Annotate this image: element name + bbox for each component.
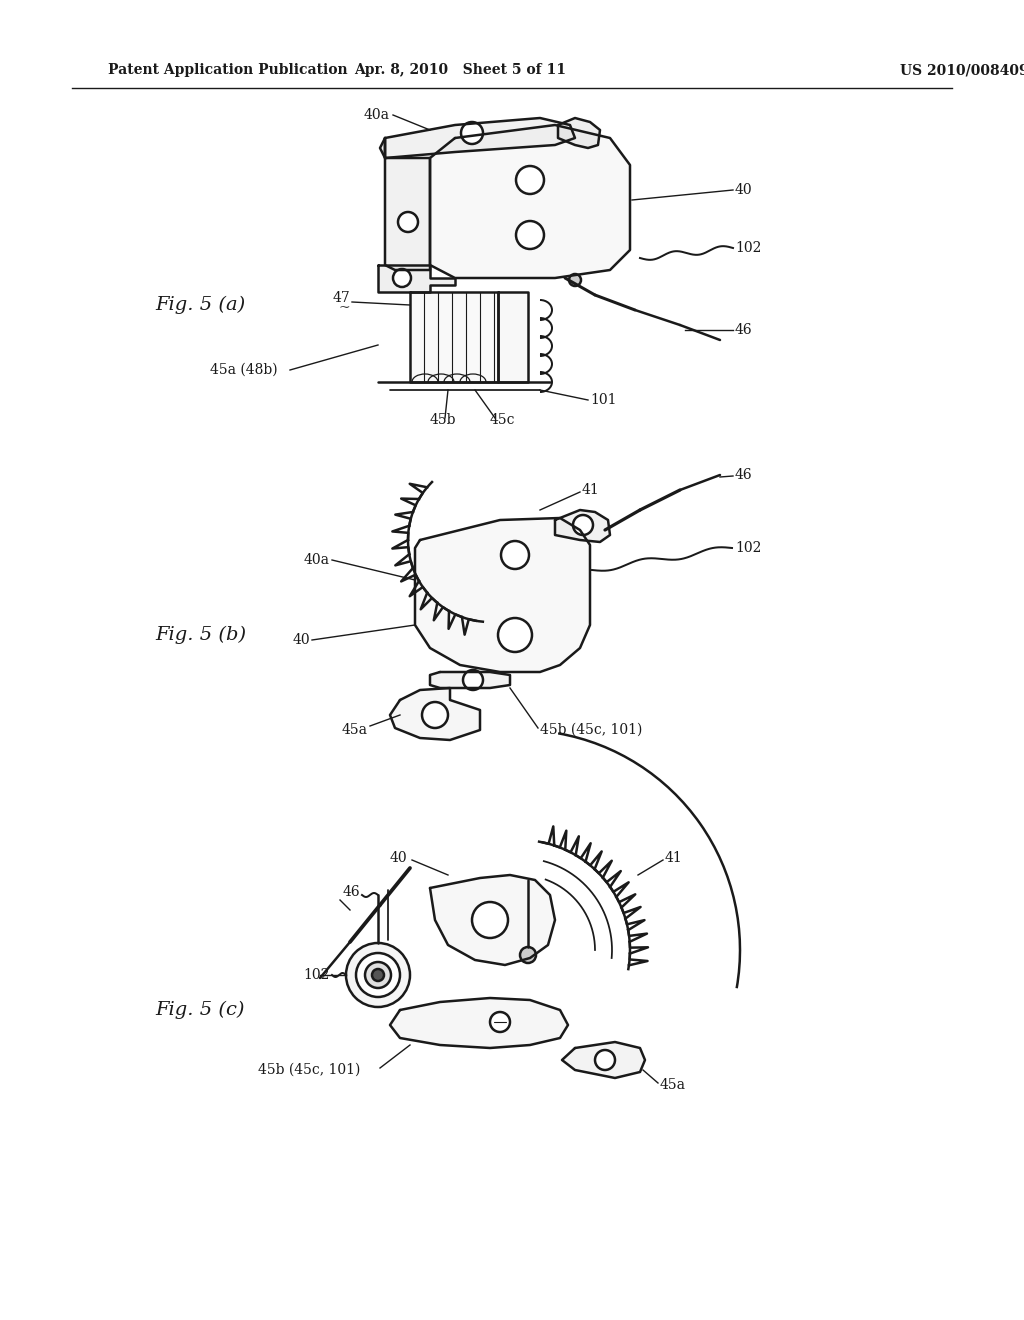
Circle shape (516, 166, 544, 194)
Text: 101: 101 (590, 393, 616, 407)
Circle shape (398, 213, 418, 232)
Polygon shape (385, 139, 430, 271)
Text: 41: 41 (582, 483, 600, 498)
Polygon shape (430, 672, 510, 688)
Circle shape (365, 962, 391, 987)
Text: US 2010/0084095 A1: US 2010/0084095 A1 (900, 63, 1024, 77)
Polygon shape (380, 117, 575, 158)
Polygon shape (410, 292, 498, 381)
Circle shape (463, 671, 483, 690)
Polygon shape (378, 265, 455, 292)
Polygon shape (498, 292, 528, 381)
Circle shape (569, 275, 581, 286)
Text: 40: 40 (293, 634, 310, 647)
Text: 45b (45c, 101): 45b (45c, 101) (258, 1063, 360, 1077)
Polygon shape (390, 688, 480, 741)
Circle shape (393, 269, 411, 286)
Text: Patent Application Publication: Patent Application Publication (108, 63, 347, 77)
Polygon shape (390, 998, 568, 1048)
Text: 102: 102 (304, 968, 330, 982)
Text: 45b (45c, 101): 45b (45c, 101) (540, 723, 642, 737)
Text: 46: 46 (735, 323, 753, 337)
Polygon shape (562, 1041, 645, 1078)
Text: 40a: 40a (364, 108, 390, 121)
Circle shape (372, 969, 384, 981)
Polygon shape (430, 875, 555, 965)
Text: 45c: 45c (490, 413, 515, 426)
Text: Apr. 8, 2010   Sheet 5 of 11: Apr. 8, 2010 Sheet 5 of 11 (354, 63, 566, 77)
Polygon shape (415, 517, 590, 672)
Circle shape (346, 942, 410, 1007)
Text: 41: 41 (665, 851, 683, 865)
Circle shape (422, 702, 449, 729)
Circle shape (595, 1049, 615, 1071)
Text: 45b: 45b (430, 413, 457, 426)
Text: 102: 102 (735, 541, 762, 554)
Polygon shape (555, 510, 610, 543)
Text: 45a (48b): 45a (48b) (210, 363, 278, 378)
Text: 40: 40 (390, 851, 408, 865)
Text: 102: 102 (735, 242, 762, 255)
Circle shape (498, 618, 532, 652)
Text: Fig. 5 (b): Fig. 5 (b) (155, 626, 246, 644)
Text: 40: 40 (735, 183, 753, 197)
Circle shape (516, 220, 544, 249)
Polygon shape (430, 125, 630, 279)
Circle shape (472, 902, 508, 939)
Text: Fig. 5 (c): Fig. 5 (c) (155, 1001, 245, 1019)
Text: 45a: 45a (342, 723, 368, 737)
Circle shape (520, 946, 536, 964)
Circle shape (356, 953, 400, 997)
Text: 45a: 45a (660, 1078, 686, 1092)
Text: ~: ~ (338, 301, 350, 315)
Text: Fig. 5 (a): Fig. 5 (a) (155, 296, 246, 314)
Circle shape (461, 121, 483, 144)
Text: 46: 46 (735, 469, 753, 482)
Circle shape (490, 1012, 510, 1032)
Polygon shape (558, 117, 600, 148)
Text: 40a: 40a (304, 553, 330, 568)
Circle shape (501, 541, 529, 569)
Text: 46: 46 (342, 884, 360, 899)
Circle shape (573, 515, 593, 535)
Text: 47: 47 (332, 290, 350, 305)
